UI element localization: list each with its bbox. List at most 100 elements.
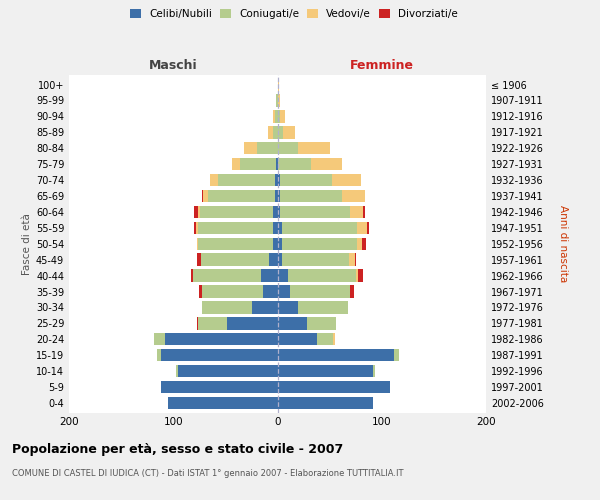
Bar bbox=[277, 286, 290, 298]
Bar bbox=[332, 174, 361, 186]
Bar bbox=[269, 254, 277, 266]
Bar bbox=[277, 78, 278, 91]
Text: Femmine: Femmine bbox=[350, 59, 414, 72]
Bar bbox=[244, 142, 257, 154]
Bar bbox=[199, 286, 202, 298]
Bar bbox=[218, 174, 275, 186]
Bar bbox=[277, 110, 280, 122]
Bar bbox=[263, 286, 277, 298]
Bar bbox=[277, 126, 283, 138]
Bar bbox=[290, 286, 350, 298]
Bar bbox=[363, 206, 365, 218]
Bar bbox=[202, 301, 253, 314]
Text: COMUNE DI CASTEL DI IUDICA (CT) - Dati ISTAT 1° gennaio 2007 - Elaborazione TUTT: COMUNE DI CASTEL DI IUDICA (CT) - Dati I… bbox=[12, 468, 404, 477]
Bar bbox=[373, 365, 376, 378]
Bar bbox=[232, 158, 240, 170]
Bar bbox=[277, 222, 281, 234]
Bar bbox=[358, 270, 363, 282]
Bar bbox=[178, 365, 277, 378]
Bar bbox=[176, 365, 178, 378]
Legend: Celibi/Nubili, Coniugati/e, Vedovi/e, Divorziati/e: Celibi/Nubili, Coniugati/e, Vedovi/e, Di… bbox=[126, 5, 462, 24]
Bar bbox=[277, 254, 281, 266]
Bar bbox=[154, 333, 165, 345]
Bar bbox=[193, 270, 261, 282]
Y-axis label: Anni di nascita: Anni di nascita bbox=[557, 205, 568, 282]
Bar bbox=[350, 286, 353, 298]
Bar bbox=[283, 126, 295, 138]
Bar bbox=[355, 254, 356, 266]
Bar bbox=[165, 333, 277, 345]
Bar bbox=[202, 190, 203, 202]
Bar bbox=[194, 222, 196, 234]
Bar bbox=[280, 110, 285, 122]
Bar bbox=[281, 254, 349, 266]
Bar bbox=[277, 174, 280, 186]
Bar bbox=[275, 174, 277, 186]
Bar bbox=[275, 110, 277, 122]
Bar bbox=[274, 238, 277, 250]
Bar bbox=[362, 238, 366, 250]
Bar bbox=[198, 238, 274, 250]
Bar bbox=[202, 254, 269, 266]
Bar bbox=[203, 190, 208, 202]
Bar bbox=[349, 254, 355, 266]
Bar bbox=[298, 142, 329, 154]
Bar bbox=[277, 396, 373, 409]
Bar bbox=[200, 206, 274, 218]
Bar bbox=[367, 222, 369, 234]
Bar bbox=[350, 206, 363, 218]
Bar bbox=[208, 190, 275, 202]
Bar bbox=[280, 190, 342, 202]
Bar bbox=[277, 333, 317, 345]
Bar bbox=[277, 381, 390, 393]
Bar bbox=[275, 190, 277, 202]
Bar bbox=[161, 381, 277, 393]
Bar bbox=[394, 349, 400, 362]
Bar bbox=[288, 270, 356, 282]
Bar bbox=[274, 126, 277, 138]
Bar bbox=[197, 317, 198, 330]
Bar bbox=[277, 142, 298, 154]
Bar bbox=[197, 238, 198, 250]
Bar bbox=[280, 174, 332, 186]
Bar bbox=[202, 286, 263, 298]
Bar bbox=[198, 222, 274, 234]
Bar bbox=[280, 206, 350, 218]
Bar bbox=[277, 301, 298, 314]
Bar bbox=[196, 222, 198, 234]
Bar bbox=[333, 333, 335, 345]
Bar bbox=[257, 142, 277, 154]
Bar bbox=[277, 349, 394, 362]
Bar bbox=[298, 301, 349, 314]
Bar bbox=[277, 365, 373, 378]
Bar bbox=[277, 206, 280, 218]
Bar bbox=[194, 206, 198, 218]
Bar bbox=[261, 270, 277, 282]
Bar bbox=[277, 270, 288, 282]
Bar bbox=[277, 94, 280, 106]
Bar bbox=[277, 158, 311, 170]
Bar bbox=[274, 206, 277, 218]
Bar bbox=[357, 238, 362, 250]
Bar bbox=[311, 158, 342, 170]
Bar bbox=[161, 349, 277, 362]
Bar bbox=[281, 222, 357, 234]
Bar bbox=[157, 349, 161, 362]
Bar bbox=[197, 254, 202, 266]
Bar bbox=[253, 301, 277, 314]
Text: Popolazione per età, sesso e stato civile - 2007: Popolazione per età, sesso e stato civil… bbox=[12, 442, 343, 456]
Bar bbox=[168, 396, 277, 409]
Bar bbox=[240, 158, 277, 170]
Bar bbox=[356, 270, 358, 282]
Bar bbox=[268, 126, 274, 138]
Text: Maschi: Maschi bbox=[149, 59, 197, 72]
Bar bbox=[274, 110, 275, 122]
Bar bbox=[307, 317, 336, 330]
Bar bbox=[342, 190, 365, 202]
Bar bbox=[198, 317, 227, 330]
Bar bbox=[281, 238, 357, 250]
Bar bbox=[274, 222, 277, 234]
Bar bbox=[277, 238, 281, 250]
Bar bbox=[210, 174, 218, 186]
Bar bbox=[277, 317, 307, 330]
